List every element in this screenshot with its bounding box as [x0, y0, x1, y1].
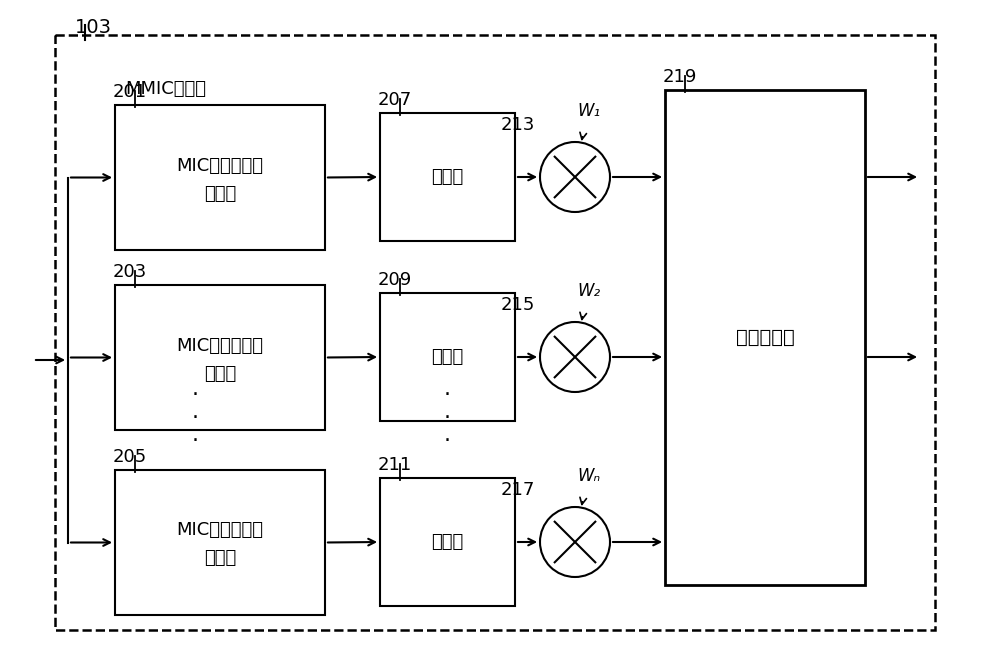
Text: 分支组合器: 分支组合器 [736, 328, 794, 347]
Bar [380, 113, 515, 241]
Text: W₂: W₂ [577, 282, 600, 300]
Bar [380, 478, 515, 606]
Text: 处理器: 处理器 [204, 185, 236, 203]
Text: 103: 103 [75, 18, 112, 37]
Text: Wₙ: Wₙ [577, 467, 600, 485]
Text: 207: 207 [378, 91, 412, 109]
Text: 203: 203 [113, 263, 147, 281]
Bar [380, 293, 515, 421]
Text: MMIC处理器: MMIC处理器 [125, 80, 206, 98]
Bar [115, 285, 325, 430]
Bar [115, 470, 325, 615]
Text: 215: 215 [501, 296, 535, 314]
Circle shape [540, 322, 610, 392]
Text: 滤波器: 滤波器 [431, 348, 464, 366]
Text: 滤波器: 滤波器 [431, 533, 464, 551]
Text: 201: 201 [113, 83, 147, 101]
Text: ·
·
·: · · · [192, 385, 198, 451]
Text: W₁: W₁ [577, 102, 600, 120]
Bar [665, 90, 865, 585]
Text: 219: 219 [663, 68, 697, 86]
Text: 滤波器: 滤波器 [431, 168, 464, 186]
Circle shape [540, 142, 610, 212]
Text: 处理器: 处理器 [204, 365, 236, 383]
Text: MIC滤波器估计: MIC滤波器估计 [176, 156, 264, 175]
Bar [115, 105, 325, 250]
Text: 213: 213 [501, 116, 535, 134]
Circle shape [540, 507, 610, 577]
Text: 处理器: 处理器 [204, 549, 236, 567]
Text: MIC滤波器估计: MIC滤波器估计 [176, 336, 264, 354]
Text: ·
·
·: · · · [444, 385, 450, 451]
Text: 205: 205 [113, 448, 147, 466]
Text: 217: 217 [501, 481, 535, 499]
Text: 211: 211 [378, 456, 412, 474]
Text: 209: 209 [378, 271, 412, 289]
Text: MIC滤波器估计: MIC滤波器估计 [176, 522, 264, 540]
Bar [55, 35, 935, 630]
